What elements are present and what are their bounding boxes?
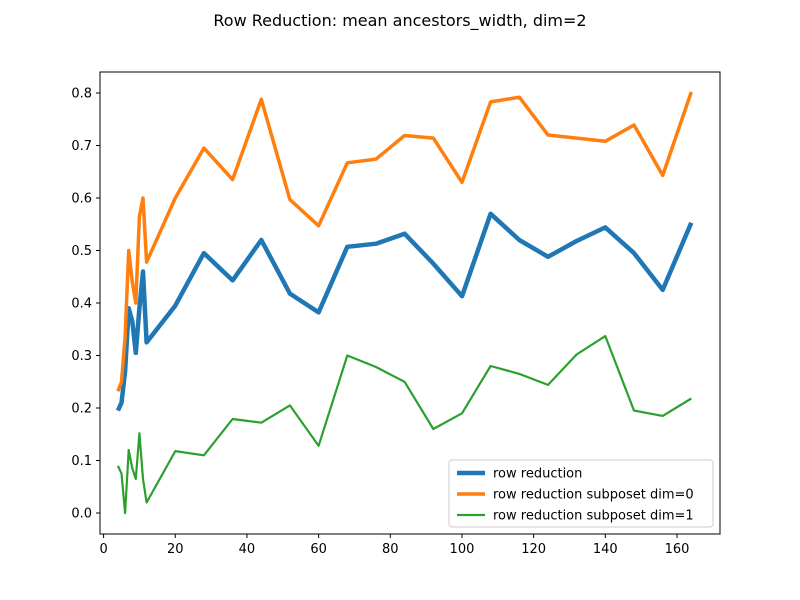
x-tick-label: 120 [521,542,546,557]
series-line-2 [116,91,693,392]
series-line-1 [115,211,694,412]
x-tick-label: 100 [450,542,475,557]
x-tick-label: 20 [167,542,184,557]
y-tick-label: 0.3 [71,349,92,364]
y-tick-label: 0.0 [71,507,92,522]
legend-label-3: row reduction subposet dim=1 [493,509,694,524]
y-axis: 0.0 0.1 0.2 0.3 0.4 0.5 0.6 0.7 0.8 [71,87,100,522]
y-tick-label: 0.4 [71,297,92,312]
x-tick-label: 60 [310,542,327,557]
x-tick-label: 140 [593,542,618,557]
series-layer [115,91,694,515]
y-tick-label: 0.8 [71,87,92,102]
series-line-3 [116,335,692,515]
legend-label-1: row reduction [493,467,582,482]
x-axis: 0 20 40 60 80 100 120 140 160 [99,534,689,557]
y-tick-label: 0.7 [71,139,92,154]
x-tick-label: 80 [382,542,399,557]
chart-title: Row Reduction: mean ancestors_width, dim… [213,11,586,31]
y-tick-label: 0.2 [71,402,92,417]
y-tick-label: 0.5 [71,244,92,259]
x-tick-label: 40 [239,542,256,557]
legend: row reduction row reduction subposet dim=… [448,459,714,528]
legend-box [448,459,714,528]
x-tick-label: 0 [99,542,107,557]
y-tick-label: 0.6 [71,192,92,207]
legend-label-2: row reduction subposet dim=0 [493,488,694,503]
x-tick-label: 160 [665,542,690,557]
y-tick-label: 0.1 [71,454,92,469]
